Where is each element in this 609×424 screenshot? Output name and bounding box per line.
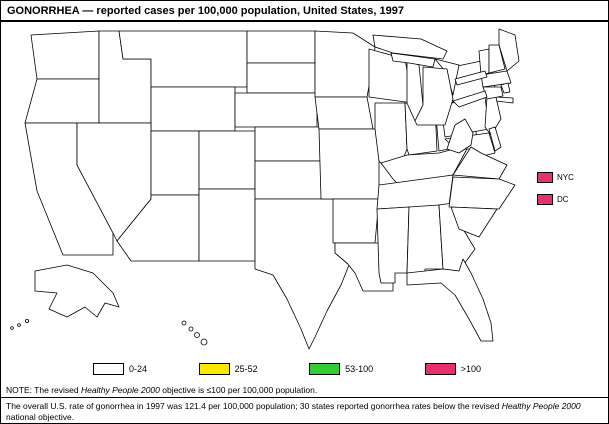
michigan-layer	[390, 52, 454, 126]
state-al	[406, 204, 444, 280]
legend-label-25-52: 25-52	[234, 364, 258, 374]
state-ut	[150, 130, 200, 196]
state-ms	[376, 206, 410, 284]
state-hi-island	[194, 332, 200, 338]
legend-label-over-100: >100	[460, 364, 481, 374]
lake-erie	[452, 90, 488, 108]
state-mn	[314, 30, 376, 98]
state-hi-island	[200, 338, 208, 346]
state-ak-aleutian-island	[10, 326, 14, 330]
hawaii-layer	[181, 320, 208, 346]
state-or	[24, 78, 100, 124]
state-ny-long-island	[494, 96, 514, 104]
state-nh	[488, 44, 506, 74]
note-prefix: NOTE: The revised	[6, 385, 81, 395]
dc-marker: DC	[537, 194, 569, 205]
footnote-part1: The overall U.S. rate of gonorrhea in 19…	[6, 401, 502, 411]
legend-item-over-100: >100	[424, 363, 481, 375]
dc-swatch	[537, 194, 553, 205]
legend-swatch-53-100	[309, 363, 341, 375]
nyc-label: NYC	[557, 173, 574, 182]
state-ri	[500, 82, 511, 94]
state-me	[498, 28, 520, 72]
footnote-italic: Healthy People 2000	[501, 401, 581, 411]
footnote-part2: national objective.	[6, 411, 75, 422]
map-legend: 0-24 25-52 53-100 >100	[93, 363, 481, 375]
states-layer	[24, 28, 520, 350]
nyc-marker: NYC	[537, 172, 574, 183]
footnote-text: The overall U.S. rate of gonorrhea in 19…	[6, 401, 598, 422]
note-suffix: objective is ≤100 per 100,000 population…	[159, 385, 318, 395]
page-title: GONORRHEA — reported cases per 100,000 p…	[1, 1, 608, 22]
state-ak	[34, 264, 120, 318]
us-choropleth-map	[10, 28, 520, 350]
legend-item-25-52: 25-52	[198, 363, 258, 375]
note-text: NOTE: The revised Healthy People 2000 ob…	[6, 385, 600, 395]
state-nm	[198, 188, 256, 262]
state-co	[198, 130, 256, 190]
state-nc	[448, 176, 516, 210]
note-italic: Healthy People 2000	[80, 385, 160, 395]
state-ks	[254, 126, 322, 162]
nyc-swatch	[537, 172, 553, 183]
legend-swatch-over-100	[424, 363, 456, 375]
state-hi-island	[181, 320, 187, 326]
state-mi-lower-peninsula	[414, 66, 454, 126]
legend-swatch-0-24	[93, 363, 124, 375]
state-wy	[150, 86, 236, 132]
state-nd	[246, 30, 316, 64]
state-sc	[450, 206, 498, 238]
state-mo	[318, 128, 380, 200]
state-ar	[332, 198, 380, 244]
dc-label: DC	[557, 195, 569, 204]
state-tn	[376, 174, 454, 210]
state-de	[488, 126, 502, 152]
note-divider	[1, 397, 608, 398]
state-ak-aleutian-island	[17, 323, 21, 327]
state-hi-island	[188, 326, 194, 332]
state-ak-aleutian-island	[24, 318, 29, 323]
state-ia	[314, 96, 374, 130]
legend-item-53-100: 53-100	[309, 363, 373, 375]
legend-label-53-100: 53-100	[345, 364, 374, 374]
lake-superior	[372, 34, 448, 60]
state-wv	[446, 118, 474, 154]
state-fl	[406, 258, 494, 342]
state-sd	[246, 62, 316, 94]
state-wa	[30, 30, 100, 80]
state-ky	[380, 144, 470, 186]
lake-ontario	[454, 70, 488, 86]
legend-label-0-24: 0-24	[129, 364, 148, 374]
legend-item-0-24: 0-24	[93, 363, 147, 375]
state-ma	[480, 70, 512, 88]
alaska-layer	[10, 264, 120, 330]
state-ne	[234, 92, 318, 128]
state-mi-upper-peninsula	[390, 52, 436, 68]
legend-swatch-25-52	[198, 363, 230, 375]
